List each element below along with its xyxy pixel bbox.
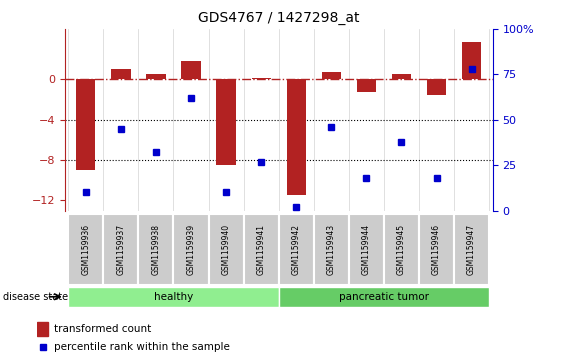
Text: disease state: disease state [3,292,68,302]
Bar [419,214,454,285]
Bar [68,214,104,285]
Text: GSM1159946: GSM1159946 [432,224,441,275]
Text: GSM1159944: GSM1159944 [362,224,371,275]
Text: GSM1159945: GSM1159945 [397,224,406,275]
Bar [279,287,489,307]
Title: GDS4767 / 1427298_at: GDS4767 / 1427298_at [198,11,359,25]
Text: GSM1159938: GSM1159938 [151,224,160,275]
Bar [181,61,200,79]
Bar [208,214,244,285]
Bar [138,214,173,285]
Bar [68,287,279,307]
Bar [244,214,279,285]
Bar [287,79,306,195]
Bar [173,214,208,285]
Text: GSM1159941: GSM1159941 [257,224,266,275]
Text: GSM1159943: GSM1159943 [327,224,336,275]
Bar [454,214,489,285]
Bar [462,42,481,79]
Bar [357,79,376,91]
Text: GSM1159940: GSM1159940 [222,224,231,275]
Text: GSM1159947: GSM1159947 [467,224,476,275]
Bar [111,69,131,79]
Text: GSM1159937: GSM1159937 [117,224,126,275]
Text: GSM1159942: GSM1159942 [292,224,301,275]
Bar [279,214,314,285]
Bar [104,214,138,285]
Text: transformed count: transformed count [54,324,151,334]
Bar [321,72,341,79]
Bar [314,214,349,285]
Bar [427,79,446,95]
Text: pancreatic tumor: pancreatic tumor [339,292,429,302]
Bar [146,74,166,79]
Bar [252,78,271,79]
Text: percentile rank within the sample: percentile rank within the sample [54,342,230,352]
Bar [216,79,236,165]
Text: healthy: healthy [154,292,193,302]
Bar [392,74,411,79]
Bar [349,214,384,285]
Bar [37,322,48,336]
Bar [384,214,419,285]
Text: GSM1159936: GSM1159936 [81,224,90,275]
Bar [76,79,96,170]
Text: GSM1159939: GSM1159939 [186,224,195,275]
